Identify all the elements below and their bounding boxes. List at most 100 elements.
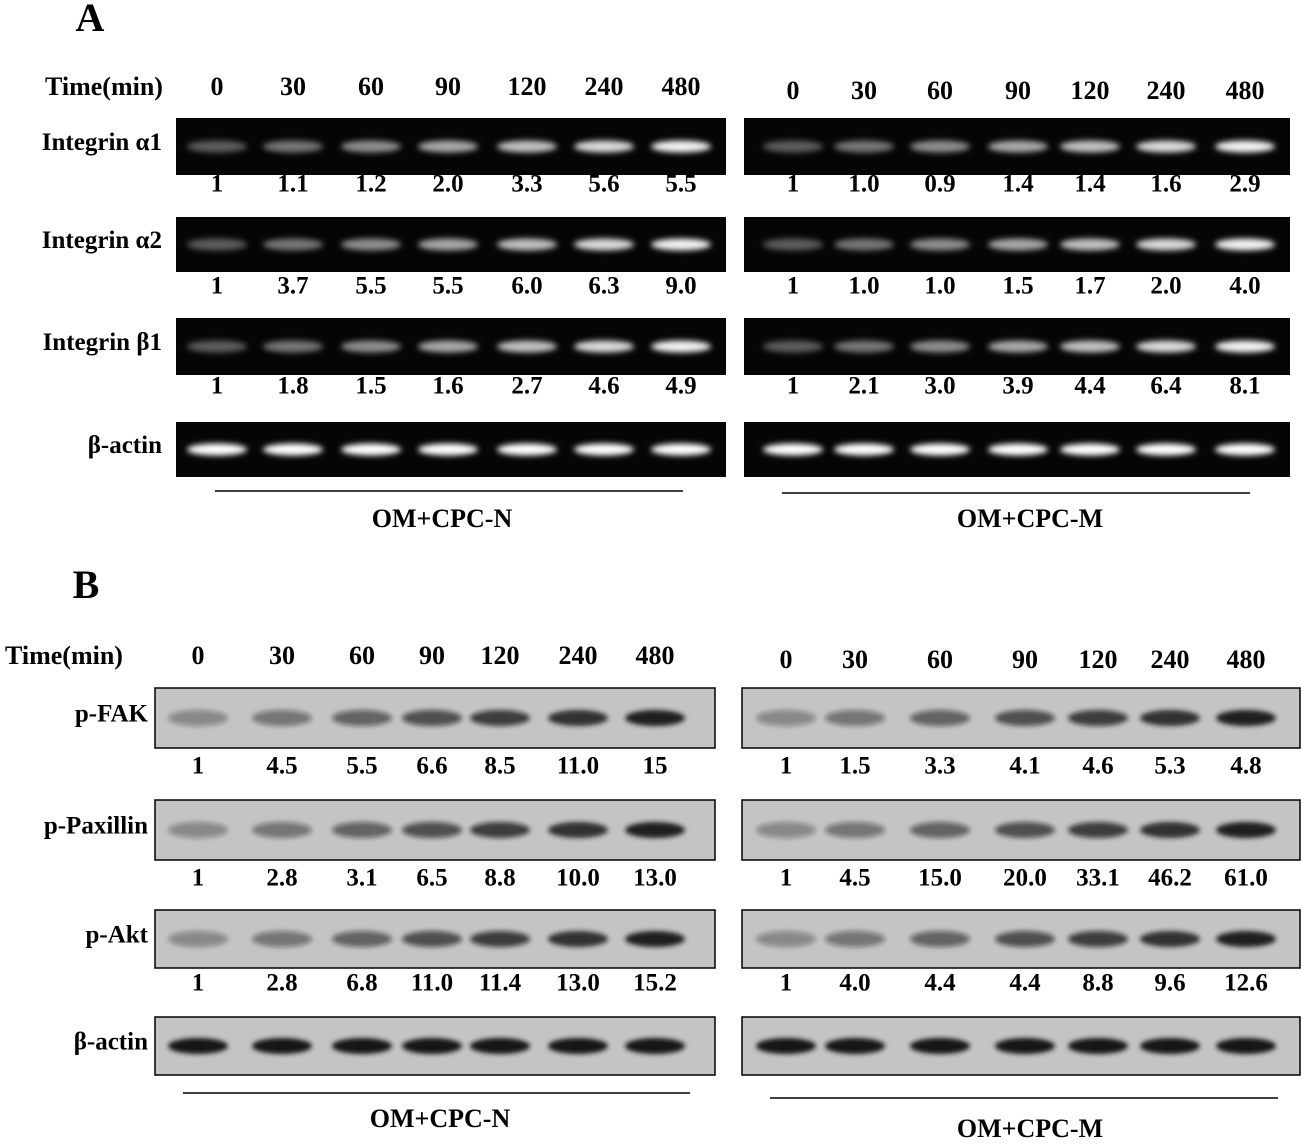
fold-change: 1.0	[848, 171, 879, 198]
fold-change: 1.8	[277, 373, 308, 400]
band	[168, 822, 228, 838]
band	[988, 238, 1048, 251]
fold-change: 4.4	[1009, 970, 1041, 997]
fold-change: 5.5	[346, 753, 377, 780]
band	[402, 822, 462, 838]
time-point: 60	[349, 641, 375, 670]
band	[574, 140, 634, 153]
fold-change: 3.7	[277, 273, 308, 300]
row-label: β-actin	[88, 432, 162, 459]
band	[332, 1038, 392, 1054]
band	[1140, 822, 1200, 838]
band	[910, 140, 970, 153]
fold-change: 1.5	[355, 373, 386, 400]
time-point: 0	[211, 72, 224, 101]
band	[1068, 710, 1128, 726]
band	[470, 1038, 530, 1054]
fold-change: 3.3	[511, 171, 542, 198]
band	[1136, 443, 1196, 456]
fold-change: 5.3	[1154, 753, 1185, 780]
band	[1216, 710, 1276, 726]
fold-change: 8.5	[484, 753, 515, 780]
band	[418, 140, 478, 153]
time-point: 480	[1226, 76, 1265, 105]
band	[995, 931, 1055, 947]
time-point: 120	[1079, 645, 1118, 674]
time-point: 240	[1151, 645, 1190, 674]
time-point: 120	[508, 72, 547, 101]
panel-label: A	[76, 0, 105, 40]
fold-change: 15	[643, 753, 668, 780]
fold-change: 1.0	[924, 273, 955, 300]
band	[1216, 931, 1276, 947]
band	[497, 238, 557, 251]
fold-change: 2.9	[1229, 171, 1260, 198]
time-point: 30	[851, 76, 877, 105]
fold-change: 11.0	[411, 970, 453, 997]
band	[1140, 1038, 1200, 1054]
band	[187, 238, 247, 251]
fold-change: 8.1	[1229, 373, 1260, 400]
blot-panel	[154, 799, 716, 861]
band	[825, 710, 885, 726]
time-point: 30	[280, 72, 306, 101]
band	[651, 340, 711, 353]
time-point: 60	[927, 645, 953, 674]
band	[988, 140, 1048, 153]
fold-change: 2.0	[432, 171, 463, 198]
time-point: 480	[636, 641, 675, 670]
fold-change: 6.4	[1150, 373, 1182, 400]
band	[1215, 140, 1275, 153]
fold-change: 4.9	[665, 373, 696, 400]
fold-change: 1	[780, 753, 793, 780]
fold-change: 1	[787, 273, 800, 300]
band	[1216, 1038, 1276, 1054]
fold-change: 46.2	[1148, 865, 1192, 892]
fold-change: 1	[211, 273, 224, 300]
row-label: Integrin β1	[43, 329, 162, 356]
band	[1068, 822, 1128, 838]
band	[574, 238, 634, 251]
band	[263, 238, 323, 251]
band	[1140, 710, 1200, 726]
fold-change: 4.4	[1074, 373, 1106, 400]
band	[910, 238, 970, 251]
row-label: p-Akt	[85, 922, 148, 949]
fold-change: 2.1	[848, 373, 879, 400]
band	[187, 140, 247, 153]
band	[252, 931, 312, 947]
band	[418, 238, 478, 251]
band	[834, 443, 894, 456]
band	[332, 710, 392, 726]
fold-change: 11.0	[557, 753, 599, 780]
fold-change: 6.6	[416, 753, 447, 780]
band	[418, 340, 478, 353]
band	[1215, 443, 1275, 456]
fold-change: 4.6	[1082, 753, 1113, 780]
band	[574, 340, 634, 353]
fold-change: 1.7	[1074, 273, 1105, 300]
band	[756, 931, 816, 947]
band	[168, 931, 228, 947]
fold-change: 11.4	[479, 970, 522, 997]
fold-change: 2.8	[266, 865, 297, 892]
time-point: 480	[662, 72, 701, 101]
band	[995, 1038, 1055, 1054]
band	[834, 238, 894, 251]
fold-change: 2.8	[266, 970, 297, 997]
band	[988, 443, 1048, 456]
band	[825, 931, 885, 947]
band	[995, 822, 1055, 838]
band	[834, 340, 894, 353]
band	[332, 822, 392, 838]
time-point: 0	[192, 641, 205, 670]
time-point: 30	[269, 641, 295, 670]
fold-change: 1	[192, 865, 205, 892]
fold-change: 5.5	[432, 273, 463, 300]
fold-change: 4.1	[1009, 753, 1040, 780]
fold-change: 4.8	[1230, 753, 1261, 780]
fold-change: 5.5	[355, 273, 386, 300]
band	[910, 443, 970, 456]
band	[910, 340, 970, 353]
band	[625, 822, 685, 838]
